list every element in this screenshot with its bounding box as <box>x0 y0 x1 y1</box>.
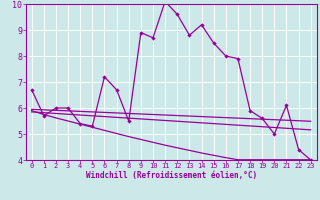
X-axis label: Windchill (Refroidissement éolien,°C): Windchill (Refroidissement éolien,°C) <box>86 171 257 180</box>
